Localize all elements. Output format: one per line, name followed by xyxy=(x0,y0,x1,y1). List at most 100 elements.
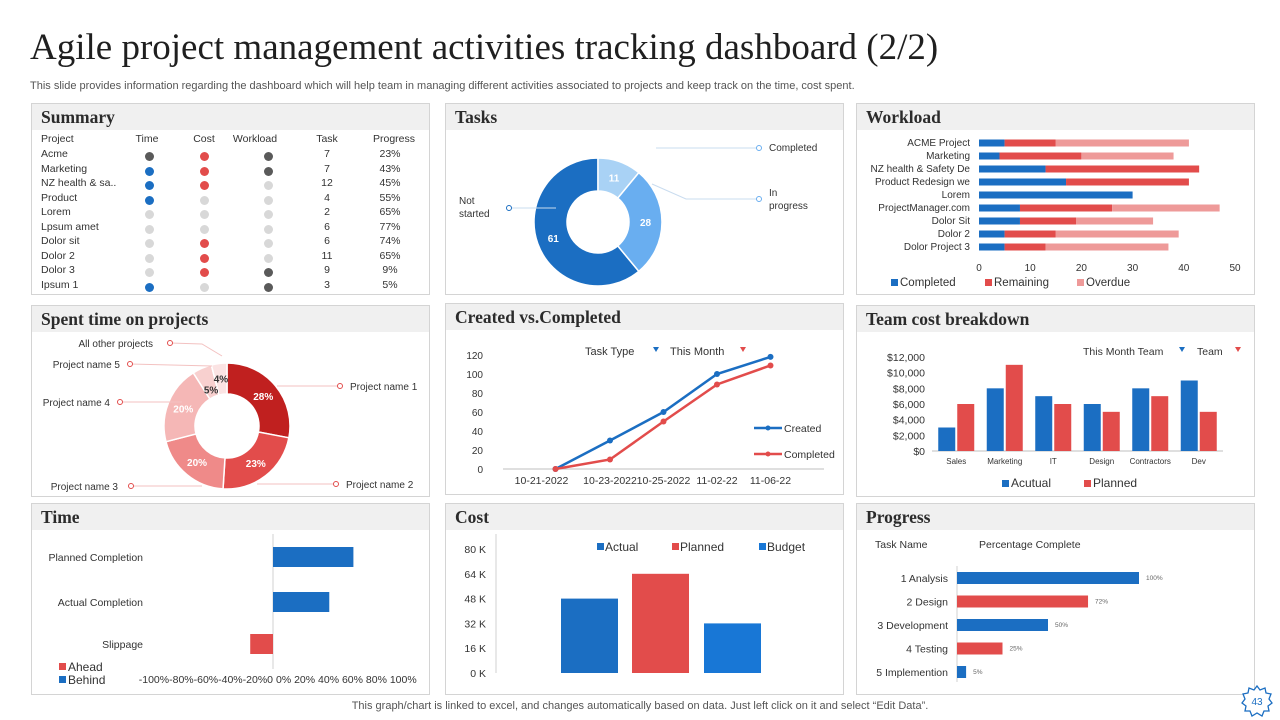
summary-time-status-dot xyxy=(145,239,154,248)
team-cost-bar xyxy=(1054,404,1072,451)
created-completed-point xyxy=(607,456,613,463)
workload-x-tick: 40 xyxy=(1178,263,1190,274)
time-category-label: Slippage xyxy=(102,639,143,651)
cost-header: Cost xyxy=(446,504,843,530)
page-number: 43 xyxy=(1251,697,1263,708)
workload-bar-segment xyxy=(1045,165,1200,173)
spent-time-slice-label: 28% xyxy=(253,392,273,403)
workload-bar-segment xyxy=(1076,217,1154,225)
summary-progress-value: 9% xyxy=(382,264,398,276)
workload-category-label: ACME Project xyxy=(907,138,970,149)
summary-progress-value: 74% xyxy=(379,235,401,247)
workload-bar-chart: ACME Project Marketing NZ health & Safety … xyxy=(871,138,1241,289)
summary-cost-status-dot xyxy=(200,181,209,190)
tasks-title: Tasks xyxy=(455,107,498,127)
created-completed-title: Created vs.Completed xyxy=(455,307,621,327)
cost-bar xyxy=(561,598,618,673)
workload-x-tick: 10 xyxy=(1025,263,1037,274)
team-cost-bar xyxy=(1151,396,1169,451)
workload-legend-swatch xyxy=(1077,279,1084,286)
summary-project-name: Acme xyxy=(41,148,68,160)
team-cost-y-tick: $10,000 xyxy=(887,368,925,380)
summary-progress-value: 65% xyxy=(379,249,401,262)
spent-time-slice-label: 23% xyxy=(246,459,266,470)
time-panel: Time Planned Completion Actual Completion… xyxy=(31,503,430,695)
team-cost-y-tick: $4,000 xyxy=(893,415,925,427)
cost-legend-label: Planned xyxy=(680,540,724,554)
workload-bar-segment xyxy=(1004,243,1046,251)
summary-workload-status-dot xyxy=(264,195,273,205)
workload-category-label: Dolor Sit xyxy=(932,216,971,227)
created-completed-panel: Created vs.Completed Task Type This Month… xyxy=(445,303,844,495)
created-completed-y-tick: 80 xyxy=(472,389,484,400)
created-completed-x-tick: 11-06-22 xyxy=(750,475,791,487)
summary-task-count: 6 xyxy=(324,220,330,233)
workload-x-tick: 50 xyxy=(1229,263,1241,274)
created-completed-filter-label: This Month xyxy=(670,346,724,358)
time-bar xyxy=(273,592,330,612)
team-cost-legend-label: Acutual xyxy=(1011,476,1051,490)
team-cost-y-tick: $0 xyxy=(913,446,925,458)
page-number-badge: 43 xyxy=(1241,684,1273,717)
team-cost-bar xyxy=(938,427,956,451)
workload-bar-segment xyxy=(1004,139,1056,147)
summary-progress-value: 65% xyxy=(379,206,401,218)
cost-y-tick: 0 K xyxy=(470,668,486,680)
created-completed-point xyxy=(607,437,613,444)
summary-cost-status-dot xyxy=(200,166,209,176)
time-x-tick-group: -100%-80%-60%-40%-20%0 xyxy=(139,674,273,686)
summary-workload-status-dot xyxy=(264,152,273,161)
cost-title: Cost xyxy=(455,507,490,527)
spent-time-slice xyxy=(210,362,228,396)
tasks-callout-line xyxy=(651,183,759,200)
spent-time-callout-marker xyxy=(117,399,123,405)
tasks-slice xyxy=(533,157,640,287)
cost-legend-swatch xyxy=(672,543,679,550)
workload-title: Workload xyxy=(866,107,941,127)
team-cost-y-tick: $2,000 xyxy=(893,430,925,442)
created-completed-point xyxy=(714,371,720,377)
tasks-callout-label: progress xyxy=(769,201,808,212)
summary-time-status-dot xyxy=(145,181,154,190)
spent-time-callout-label: All other projects xyxy=(79,339,153,350)
workload-bar-segment xyxy=(979,204,1020,212)
workload-bar-segment xyxy=(999,152,1082,160)
progress-panel: Progress Task Name Percentage Complete 1 A… xyxy=(856,503,1255,695)
team-cost-x-tick: Contractors xyxy=(1130,457,1171,466)
team-cost-bar xyxy=(1083,404,1101,451)
team-cost-filter-label: This Month Team xyxy=(1083,346,1164,358)
spent-time-callout-marker xyxy=(167,340,173,346)
workload-bar-segment xyxy=(979,217,1020,225)
team-cost-bar xyxy=(1132,388,1150,451)
time-header: Time xyxy=(32,504,429,530)
team-cost-legend-label: Planned xyxy=(1093,476,1137,490)
workload-bar-segment xyxy=(1055,139,1189,147)
workload-category-label: Dolor Project 3 xyxy=(904,242,971,253)
filter-dropdown-icon xyxy=(1235,347,1241,352)
time-x-tick-group: 0% 20% 40% 60% 80% 100% xyxy=(276,674,417,686)
summary-cost-status-dot xyxy=(200,224,209,234)
spent-time-slice xyxy=(226,362,291,439)
cost-legend-label: Budget xyxy=(767,540,806,554)
summary-progress-value: 23% xyxy=(379,148,401,160)
summary-workload-status-dot xyxy=(264,239,273,248)
summary-title: Summary xyxy=(41,107,115,127)
created-completed-line-chart: Task Type This Month 0 20 40 60 80 100 120 10-21-… xyxy=(466,346,835,487)
progress-title: Progress xyxy=(866,507,931,527)
team-cost-x-tick: Dev xyxy=(1192,457,1206,466)
progress-bar xyxy=(957,572,1139,584)
summary-task-count: 2 xyxy=(324,206,330,218)
progress-task-label: 4 Testing xyxy=(906,644,948,656)
time-bar xyxy=(273,547,354,567)
progress-bar xyxy=(957,666,967,678)
team-cost-x-tick: Design xyxy=(1089,457,1114,466)
created-completed-legend-marker xyxy=(765,425,771,431)
page-title: Agile project management activities trac… xyxy=(30,27,939,68)
spent-time-callout-label: Project name 3 xyxy=(51,482,119,493)
team-cost-bar xyxy=(1180,380,1198,451)
workload-bar-segment xyxy=(979,152,1000,160)
team-cost-bar xyxy=(957,404,975,451)
team-cost-bar xyxy=(1102,411,1120,451)
team-cost-x-tick: IT xyxy=(1050,457,1057,466)
tasks-callout-label: Not xyxy=(459,196,475,207)
